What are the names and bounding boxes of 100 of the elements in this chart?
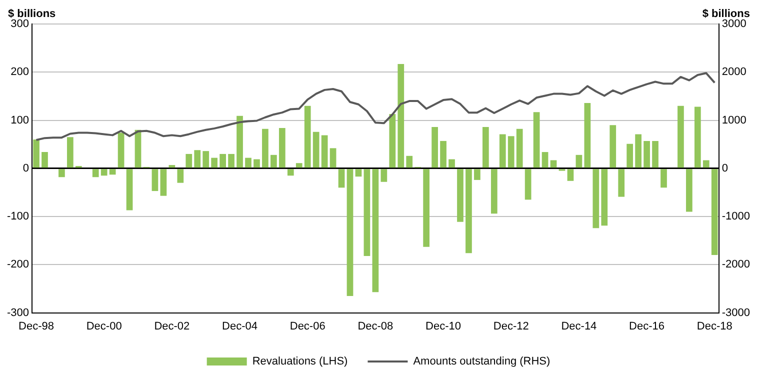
y-tick-label: 300	[10, 18, 30, 30]
y-tick-label: -300	[6, 306, 30, 319]
y-tick-label: 200	[10, 66, 30, 78]
y-tick-label: -200	[6, 258, 30, 271]
bar	[355, 169, 362, 177]
bar	[644, 140, 650, 168]
bar	[270, 154, 277, 168]
bar	[194, 150, 201, 168]
bar	[177, 169, 184, 183]
bar	[126, 169, 133, 210]
bar	[423, 169, 430, 247]
bar	[338, 169, 345, 188]
bar	[100, 169, 108, 176]
bar	[652, 140, 658, 168]
x-tick-label: Dec-16	[629, 320, 665, 332]
bar	[330, 148, 336, 168]
bar	[466, 169, 472, 254]
bar	[398, 64, 404, 168]
bar	[389, 114, 396, 168]
legend-label: Revaluations (LHS)	[252, 356, 348, 368]
x-tick-label: Dec-00	[86, 320, 122, 332]
bar	[287, 169, 294, 176]
bar	[542, 152, 548, 168]
y2-tick-label: 0	[722, 162, 728, 174]
bar	[584, 102, 591, 168]
x-tick-label: Dec-14	[561, 320, 597, 332]
x-tick-label: Dec-12	[493, 320, 529, 332]
bar	[42, 152, 48, 168]
y2-tick-label: -2000	[722, 258, 750, 271]
bar	[440, 140, 446, 168]
bar	[567, 169, 574, 181]
bar	[660, 169, 667, 188]
bar	[66, 137, 74, 168]
y-tick-label: -100	[6, 210, 30, 223]
bar	[92, 169, 99, 178]
bar	[406, 156, 413, 168]
bar	[321, 135, 328, 168]
x-tick-label: Dec-18	[696, 320, 732, 332]
bar	[711, 169, 718, 256]
y2-tick-label: -1000	[722, 210, 750, 223]
bar	[601, 169, 608, 226]
bar	[304, 106, 311, 168]
y2-tick-label: 2000	[722, 66, 746, 78]
bar	[152, 169, 158, 192]
bar	[58, 169, 65, 178]
y2-tick-label: 3000	[722, 18, 746, 30]
bar	[346, 169, 354, 296]
bar	[457, 169, 464, 222]
bar	[296, 163, 302, 168]
bar	[524, 169, 532, 200]
bar	[516, 128, 523, 168]
bar	[635, 134, 642, 168]
bar	[592, 169, 600, 228]
bar	[626, 144, 634, 168]
bar	[364, 169, 370, 256]
bar	[228, 154, 234, 168]
bar	[499, 134, 506, 168]
bar	[254, 159, 260, 168]
x-tick-label: Dec-98	[18, 320, 54, 332]
y-tick-label: 0	[22, 162, 30, 174]
bar	[432, 127, 438, 168]
bar	[160, 169, 167, 196]
bar	[380, 169, 388, 182]
y-tick-label: 100	[10, 114, 30, 126]
bar	[202, 151, 210, 168]
y2-axis-title: $ billions	[702, 8, 750, 20]
bar	[236, 116, 243, 168]
bar	[262, 128, 268, 168]
x-tick-label: Dec-04	[222, 320, 258, 332]
bar	[109, 169, 116, 175]
bar	[550, 160, 557, 168]
legend-label: Amounts outstanding (RHS)	[413, 356, 550, 368]
bar	[312, 132, 320, 168]
y2-tick-label: 1000	[722, 114, 746, 126]
bar	[118, 132, 124, 168]
bar	[686, 169, 692, 212]
bar	[33, 140, 40, 168]
y-axis-title: $ billions	[8, 8, 56, 20]
bar	[678, 106, 684, 168]
bar	[490, 169, 498, 214]
x-tick-label: Dec-02	[154, 320, 190, 332]
bar	[245, 158, 252, 168]
x-tick-label: Dec-08	[358, 320, 394, 332]
bar	[168, 165, 176, 168]
bar	[186, 154, 192, 168]
bar	[694, 106, 701, 168]
bar	[474, 169, 480, 180]
bar	[278, 128, 286, 168]
bar	[702, 160, 710, 168]
bar	[533, 112, 540, 168]
bar	[211, 158, 218, 168]
bar	[372, 169, 379, 292]
bar	[448, 159, 455, 168]
bar	[482, 127, 489, 168]
bar	[508, 136, 514, 168]
bar	[610, 125, 616, 168]
bar	[576, 154, 582, 168]
x-tick-label: Dec-06	[290, 320, 326, 332]
x-tick-label: Dec-10	[426, 320, 462, 332]
y2-tick-label: -3000	[722, 306, 750, 319]
